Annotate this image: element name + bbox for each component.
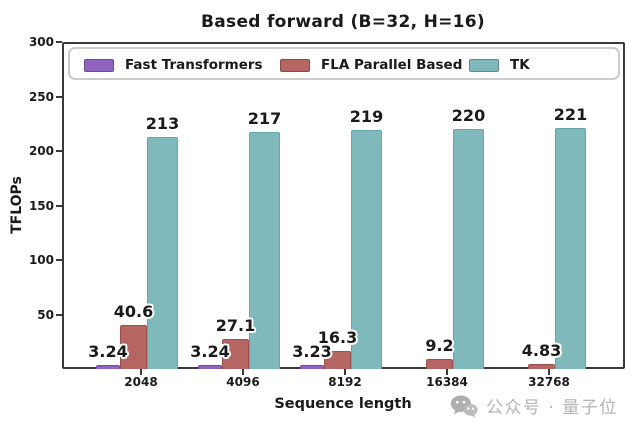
x-tick-mark [242, 369, 244, 375]
bar-fast-transformers [96, 365, 120, 369]
watermark-text: 公众号 · 量子位 [486, 398, 618, 418]
x-axis-label: Sequence length [274, 396, 412, 412]
bar-value-fast-transformers: 3.23 [292, 342, 332, 362]
chart-title: Based forward (B=32, H=16) [201, 12, 485, 32]
bar-value-tk: 219 [349, 107, 384, 127]
y-tick-label: 50 [37, 307, 54, 322]
x-tick-mark [446, 369, 448, 375]
bar-value-tk: 221 [553, 105, 588, 125]
bar-value-tk: 213 [145, 113, 180, 133]
bar-tk [453, 129, 484, 369]
bar-value-tk: 220 [451, 106, 486, 126]
x-tick-mark [344, 369, 346, 375]
y-tick-mark [56, 313, 62, 316]
y-tick-label: 100 [28, 253, 54, 267]
y-tick-mark [56, 204, 62, 207]
bar-fla-parallel-based [324, 351, 351, 369]
y-tick-mark [56, 95, 62, 98]
bar-value-fla-parallel-based: 4.83 [521, 340, 562, 360]
x-tick-label: 32768 [528, 375, 570, 389]
y-tick-label: 200 [28, 144, 54, 158]
x-tick-label: 4096 [226, 375, 260, 389]
y-tick-label: 150 [28, 198, 54, 213]
y-tick-mark [56, 150, 62, 152]
bar-fast-transformers [198, 365, 222, 369]
bar-value-fla-parallel-based: 40.6 [113, 301, 154, 321]
y-tick-label: 300 [28, 35, 54, 49]
bar-fla-parallel-based [222, 339, 249, 369]
y-tick-mark [56, 41, 62, 43]
y-tick-mark [56, 259, 62, 261]
legend-item-tk: TK [469, 57, 530, 73]
bar-value-fast-transformers: 3.24 [88, 342, 128, 362]
bar-value-fla-parallel-based: 9.2 [425, 335, 454, 355]
bar-tk [351, 130, 382, 369]
legend-swatch-fast-transformers [84, 58, 114, 72]
x-tick-label: 16384 [426, 375, 468, 389]
bar-fla-parallel-based [426, 358, 453, 369]
bar-value-tk: 217 [247, 109, 282, 129]
bar-tk [147, 136, 178, 369]
legend-item-fla-parallel-based: FLA Parallel Based [280, 57, 462, 73]
x-tick-label: 2048 [124, 375, 158, 389]
legend: Fast Transformers FLA Parallel Based TK [68, 47, 620, 80]
wechat-icon [450, 395, 478, 418]
bar-value-fla-parallel-based: 27.1 [215, 316, 256, 336]
legend-item-fast-transformers: Fast Transformers [84, 57, 263, 73]
legend-label: FLA Parallel Based [321, 57, 463, 73]
legend-swatch-fla-parallel-based [280, 58, 310, 72]
bar-tk [555, 128, 586, 369]
bar-value-fla-parallel-based: 16.3 [317, 328, 358, 348]
bar-fla-parallel-based [120, 324, 147, 369]
bar-value-fast-transformers: 3.24 [190, 342, 230, 362]
legend-label: Fast Transformers [125, 57, 263, 73]
x-tick-mark [548, 369, 550, 375]
watermark: 公众号 · 量子位 [450, 393, 618, 418]
legend-label: TK [510, 57, 530, 73]
y-tick-label: 250 [28, 89, 54, 104]
legend-swatch-tk [469, 58, 499, 72]
bar-tk [249, 132, 280, 369]
x-tick-label: 8192 [328, 375, 362, 389]
x-tick-mark [140, 369, 142, 375]
bar-fast-transformers [300, 365, 324, 369]
bar-fla-parallel-based [528, 363, 555, 369]
